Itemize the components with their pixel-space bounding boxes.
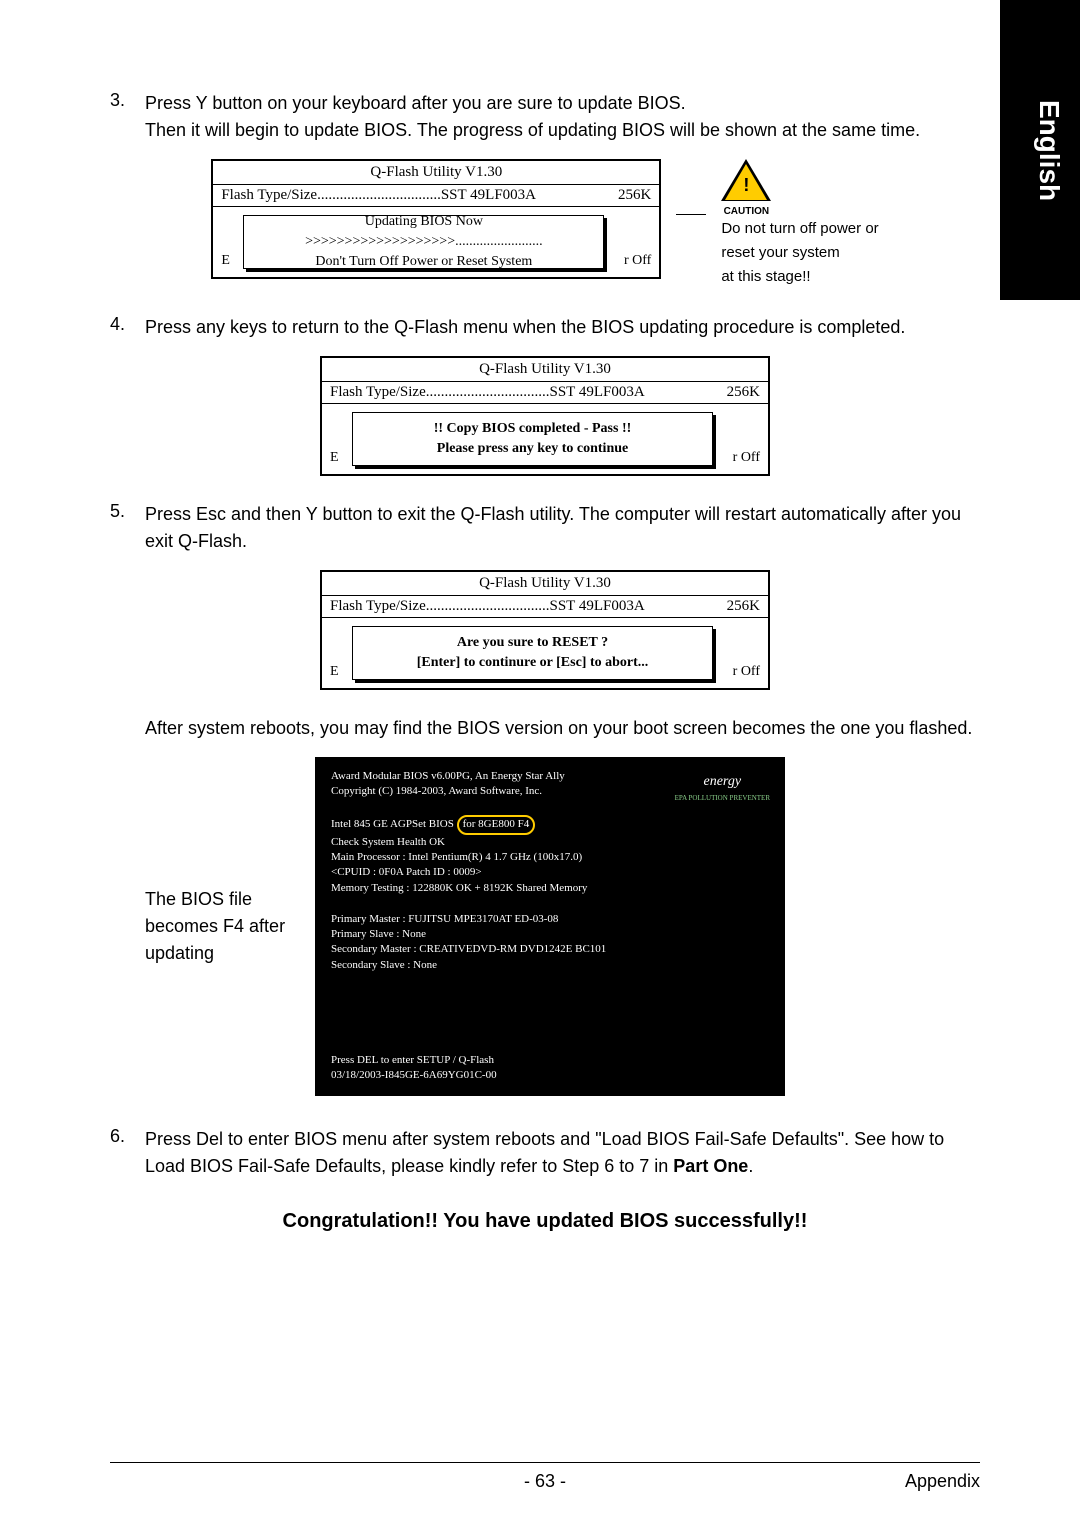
updating-l3: Don't Turn Off Power or Reset System: [244, 254, 603, 270]
reset-l1: Are you sure to RESET ?: [353, 635, 712, 651]
bg-left: E: [330, 664, 339, 680]
page-footer: - 63 - Appendix: [110, 1462, 980, 1492]
step-5: 5. Press Esc and then Y button to exit t…: [110, 501, 980, 555]
flash-type: Flash Type/Size.........................…: [221, 187, 536, 204]
step-number: 5.: [110, 501, 145, 555]
qflash-body: E r Off !! Copy BIOS completed - Pass !!…: [322, 404, 768, 474]
qflash-body: E r Off Updating BIOS Now >>>>>>>>>>>>>>…: [213, 207, 659, 277]
step-number: 4.: [110, 314, 145, 341]
bios-row: The BIOS file becomes F4 after updating …: [145, 757, 980, 1096]
qflash-box-reset: Q-Flash Utility V1.30 Flash Type/Size...…: [320, 570, 770, 690]
energy-badge: energy EPA POLLUTION PREVENTER: [675, 772, 770, 803]
bl1: The BIOS file: [145, 889, 252, 909]
bs-l9: Primary Slave : None: [331, 927, 769, 942]
bs-l6: <CPUID : 0F0A Patch ID : 0009>: [331, 865, 769, 880]
step-3: 3. Press Y button on your keyboard after…: [110, 90, 980, 144]
step-4: 4. Press any keys to return to the Q-Fla…: [110, 314, 980, 341]
after-reboot-text: After system reboots, you may find the B…: [145, 715, 980, 742]
step-6: 6. Press Del to enter BIOS menu after sy…: [110, 1126, 980, 1180]
updating-l2: >>>>>>>>>>>>>>>>>>>.....................…: [244, 234, 603, 250]
caution-l3: at this stage!!: [721, 268, 810, 285]
reset-l2: [Enter] to continure or [Esc] to abort..…: [353, 655, 712, 671]
qflash-inner-updating: Updating BIOS Now >>>>>>>>>>>>>>>>>>>...…: [243, 215, 604, 269]
bg-right: r Off: [733, 664, 760, 680]
step-text: Press any keys to return to the Q-Flash …: [145, 314, 905, 341]
bs-l8: Primary Master : FUJITSU MPE3170AT ED-03…: [331, 912, 769, 927]
bs-l13: 03/18/2003-I845GE-6A69YG01C-00: [331, 1068, 769, 1083]
caution-note: Do not turn off power or reset your syst…: [721, 217, 878, 289]
step-number: 3.: [110, 90, 145, 144]
qflash-row-3: Q-Flash Utility V1.30 Flash Type/Size...…: [110, 570, 980, 690]
page-number: - 63 -: [524, 1471, 566, 1492]
qflash-row-1: Q-Flash Utility V1.30 Flash Type/Size...…: [110, 159, 980, 289]
energy-text: energy: [704, 774, 742, 789]
bs-l3a: Intel 845 GE AGPSet BIOS: [331, 818, 457, 830]
qflash-sub: Flash Type/Size.........................…: [213, 185, 659, 207]
qflash-title: Q-Flash Utility V1.30: [322, 358, 768, 382]
caution-block: ! CAUTION Do not turn off power or reset…: [721, 159, 878, 289]
bs-l11: Secondary Slave : None: [331, 958, 769, 973]
bs-l3: Intel 845 GE AGPSet BIOS for 8GE800 F4: [331, 815, 769, 834]
bg-right: r Off: [733, 450, 760, 466]
step3-line2: Then it will begin to update BIOS. The p…: [145, 120, 920, 140]
bl2: becomes F4 after: [145, 916, 285, 936]
bl3: updating: [145, 943, 214, 963]
bs-l7: Memory Testing : 122880K OK + 8192K Shar…: [331, 881, 769, 896]
qflash-body: E r Off Are you sure to RESET ? [Enter] …: [322, 618, 768, 688]
qflash-sub: Flash Type/Size.........................…: [322, 596, 768, 618]
bs-l5: Main Processor : Intel Pentium(R) 4 1.7 …: [331, 850, 769, 865]
congratulation-text: Congratulation!! You have updated BIOS s…: [110, 1210, 980, 1233]
bs-l12: Press DEL to enter SETUP / Q-Flash: [331, 1053, 769, 1068]
step-text: Press Esc and then Y button to exit the …: [145, 501, 980, 555]
bg-right: r Off: [624, 253, 651, 269]
qflash-sub: Flash Type/Size.........................…: [322, 382, 768, 404]
qflash-title: Q-Flash Utility V1.30: [213, 161, 659, 185]
flash-type: Flash Type/Size.........................…: [330, 598, 645, 615]
s6-l2: .: [748, 1156, 753, 1176]
bios-version-highlight: for 8GE800 F4: [457, 815, 536, 834]
step3-line1: Press Y button on your keyboard after yo…: [145, 93, 686, 113]
bios-boot-screen: energy EPA POLLUTION PREVENTER Award Mod…: [315, 757, 785, 1096]
bg-left: E: [330, 450, 339, 466]
bs-l4: Check System Health OK: [331, 835, 769, 850]
bios-file-label: The BIOS file becomes F4 after updating: [145, 886, 295, 967]
pass-l2: Please press any key to continue: [353, 441, 712, 457]
step-text: Press Y button on your keyboard after yo…: [145, 90, 920, 144]
step-text: Press Del to enter BIOS menu after syste…: [145, 1126, 980, 1180]
s6-bold: Part One: [673, 1156, 748, 1176]
qflash-box-updating: Q-Flash Utility V1.30 Flash Type/Size...…: [211, 159, 661, 279]
step-number: 6.: [110, 1126, 145, 1180]
updating-l1: Updating BIOS Now: [244, 214, 603, 230]
flash-type: Flash Type/Size.........................…: [330, 384, 645, 401]
energy-sub: EPA POLLUTION PREVENTER: [675, 794, 770, 804]
bg-left: E: [221, 253, 230, 269]
qflash-row-2: Q-Flash Utility V1.30 Flash Type/Size...…: [110, 356, 980, 476]
qflash-inner-reset: Are you sure to RESET ? [Enter] to conti…: [352, 626, 713, 680]
flash-size: 256K: [727, 384, 760, 401]
section-name: Appendix: [905, 1471, 980, 1492]
qflash-inner-pass: !! Copy BIOS completed - Pass !! Please …: [352, 412, 713, 466]
flash-size: 256K: [618, 187, 651, 204]
s6-l1: Press Del to enter BIOS menu after syste…: [145, 1129, 944, 1176]
page-content: 3. Press Y button on your keyboard after…: [0, 0, 1080, 1333]
caution-icon: !: [721, 159, 771, 204]
qflash-title: Q-Flash Utility V1.30: [322, 572, 768, 596]
qflash-box-pass: Q-Flash Utility V1.30 Flash Type/Size...…: [320, 356, 770, 476]
pass-l1: !! Copy BIOS completed - Pass !!: [353, 421, 712, 437]
connector-line: [676, 214, 706, 215]
flash-size: 256K: [727, 598, 760, 615]
bs-l10: Secondary Master : CREATIVEDVD-RM DVD124…: [331, 942, 769, 957]
caution-l2: reset your system: [721, 244, 839, 261]
caution-label: CAUTION: [721, 206, 771, 217]
caution-l1: Do not turn off power or: [721, 220, 878, 237]
language-label: English: [1033, 100, 1065, 201]
